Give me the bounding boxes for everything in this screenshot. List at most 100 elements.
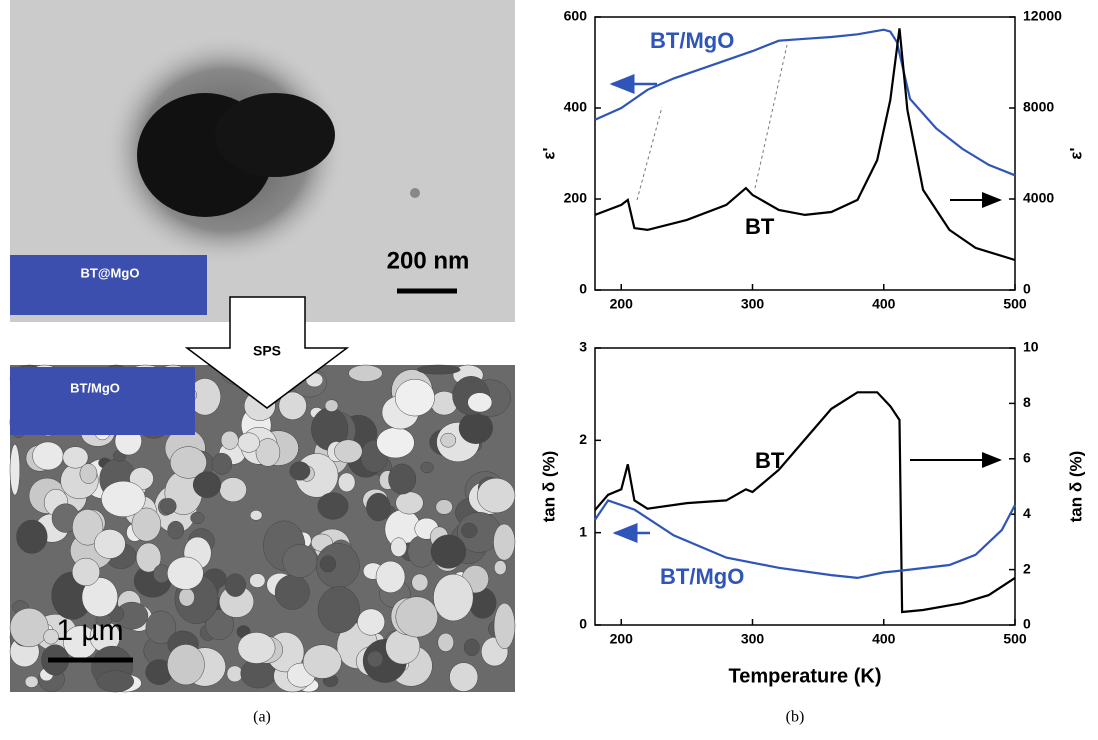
grain — [192, 471, 222, 498]
grain — [169, 446, 207, 479]
x-axis-label: Temperature (K) — [729, 665, 882, 687]
grain — [220, 430, 239, 450]
grain — [131, 507, 162, 542]
label-box — [10, 367, 195, 435]
grain — [366, 650, 384, 668]
grain — [375, 560, 406, 594]
grain — [357, 608, 386, 636]
grain — [411, 573, 429, 592]
grain — [324, 399, 339, 412]
grain — [317, 586, 360, 634]
grain — [337, 472, 356, 493]
grain — [317, 492, 349, 520]
y-axis-label: ε' — [539, 147, 558, 159]
y2-tick-label: 4000 — [1023, 190, 1054, 206]
grain — [96, 670, 135, 693]
grain — [145, 610, 177, 645]
grain — [167, 520, 185, 540]
grain — [319, 555, 337, 573]
grain — [249, 509, 263, 521]
y2-tick-label: 0 — [1023, 281, 1031, 297]
grain — [71, 557, 101, 587]
series-line — [594, 28, 1016, 177]
series-label: BT — [745, 214, 775, 239]
y2-axis-label: ε' — [1066, 147, 1085, 159]
x-tick-label: 400 — [872, 296, 896, 312]
grain — [93, 529, 126, 559]
caption: (b) — [786, 709, 805, 726]
guide-line — [754, 44, 788, 189]
guide-line — [636, 106, 663, 201]
grain — [167, 644, 205, 686]
x-tick-label: 200 — [610, 631, 634, 647]
process-label: SPS — [253, 343, 281, 359]
grain — [289, 461, 311, 481]
grain — [394, 378, 435, 417]
grain — [334, 439, 363, 464]
grain — [205, 609, 234, 641]
plot-frame — [594, 16, 1016, 291]
grain — [79, 463, 98, 484]
y2-tick-label: 6 — [1023, 450, 1031, 466]
grain — [43, 628, 59, 645]
plot-frame — [594, 347, 1016, 626]
grain — [237, 432, 260, 453]
grain — [493, 602, 516, 650]
x-tick-label: 500 — [1003, 296, 1027, 312]
grain — [493, 523, 516, 561]
grain — [219, 477, 247, 503]
grain — [190, 511, 205, 525]
x-tick-label: 200 — [610, 296, 634, 312]
y2-tick-label: 8000 — [1023, 99, 1054, 115]
grain — [166, 556, 204, 590]
grain — [449, 662, 479, 692]
tem-particle — [215, 93, 335, 177]
scale-label: 200 nm — [387, 247, 470, 274]
grain — [136, 542, 162, 573]
grain — [274, 574, 310, 610]
grain — [420, 461, 434, 474]
grain — [302, 644, 342, 679]
x-tick-label: 500 — [1003, 631, 1027, 647]
series-label: BT/MgO — [660, 564, 744, 589]
grain — [348, 364, 383, 382]
grain — [224, 573, 247, 597]
y2-tick-label: 12000 — [1023, 8, 1062, 24]
grain — [24, 675, 39, 688]
grain — [476, 477, 516, 514]
grain — [72, 509, 104, 546]
grain — [433, 573, 474, 622]
series-line — [594, 499, 1016, 580]
grain — [493, 560, 507, 576]
sample-label: BT/MgO — [70, 380, 120, 395]
x-tick-label: 300 — [741, 631, 765, 647]
grain — [390, 537, 407, 557]
grain — [16, 519, 48, 554]
tem-speck — [410, 188, 420, 198]
y-tick-label: 600 — [564, 8, 588, 24]
grain — [226, 665, 243, 683]
series-label: BT — [755, 448, 785, 473]
grain — [9, 607, 49, 648]
y2-axis-label: tan δ (%) — [1066, 451, 1085, 523]
grain — [9, 444, 21, 496]
grain — [62, 446, 89, 469]
grain — [395, 491, 424, 515]
grain — [101, 480, 146, 518]
grain — [376, 427, 415, 459]
grain — [32, 441, 64, 471]
grain — [255, 438, 281, 467]
grain — [430, 534, 467, 569]
y-tick-label: 0 — [579, 281, 587, 297]
grain — [416, 364, 461, 375]
grain — [178, 588, 195, 607]
y-tick-label: 200 — [564, 190, 588, 206]
y-tick-label: 400 — [564, 99, 588, 115]
series-line — [594, 391, 1016, 614]
grain — [237, 632, 276, 664]
series-label: BT/MgO — [650, 28, 734, 53]
grain — [458, 411, 493, 444]
tem-image: 200 nm BT@MgO — [10, 0, 515, 322]
caption: (a) — [253, 709, 271, 726]
